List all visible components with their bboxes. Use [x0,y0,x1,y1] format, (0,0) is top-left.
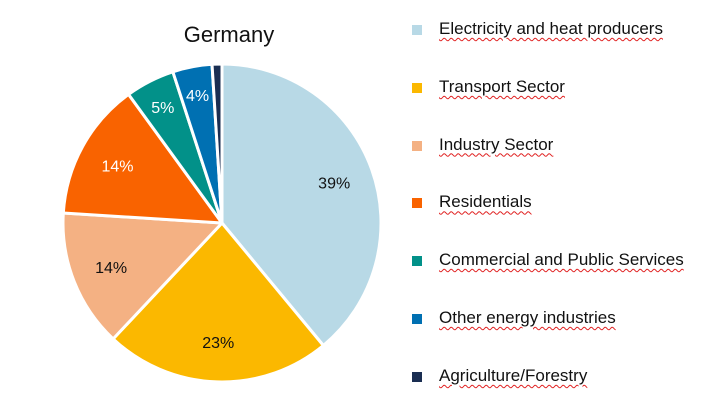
legend-label: Other energy industries [439,307,616,327]
legend-label: Transport Sector [439,76,565,96]
pie-slice-1 [111,221,325,384]
legend-label: Industry Sector [439,134,554,154]
legend-label: Electricity and heat producers [439,19,663,38]
legend-swatch [412,256,422,267]
chart-title: Germany [183,22,275,47]
pie-slice-6 [210,62,224,225]
pie-slice-3 [61,92,224,225]
pie-slice-0 [220,62,383,348]
slice-data-label: 14% [101,159,133,176]
legend-entry-other-energy: Other energy industries [412,301,712,359]
chart-legend: Electricity and heat producers Transport… [412,12,712,417]
legend-swatch [412,82,422,93]
legend-swatch [412,198,422,209]
slice-data-label: 39% [318,176,350,193]
legend-swatch [412,313,422,324]
legend-entry-residentials: Residentials [412,185,712,243]
legend-entry-commercial: Commercial and Public Services [412,243,712,301]
legend-label: Agriculture/Forestry [439,365,588,385]
slice-data-label: 5% [151,100,174,117]
slice-data-label: 23% [202,335,234,352]
legend-swatch [412,140,422,151]
legend-entry-agriculture: Agriculture/Forestry [412,359,712,417]
legend-swatch [412,371,422,382]
legend-entry-electricity: Electricity and heat producers [412,12,712,70]
legend-label: Commercial and Public Services [439,250,684,270]
legend-label: Residentials [439,192,532,212]
legend-entry-industry: Industry Sector [412,128,712,186]
legend-swatch [412,25,422,35]
slice-data-label: 4% [186,88,209,105]
slice-data-label: 14% [95,260,127,277]
pie-slice-2 [61,211,224,341]
legend-entry-transport: Transport Sector [412,70,712,128]
